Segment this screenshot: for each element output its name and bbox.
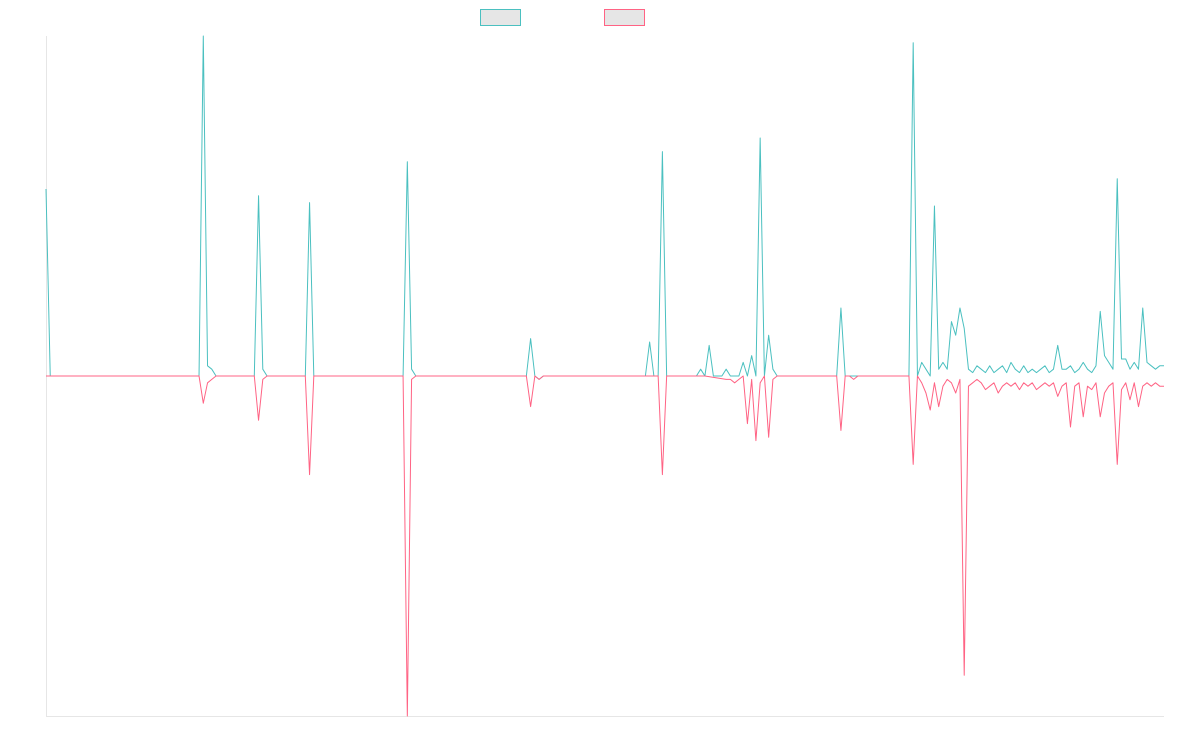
plot-area xyxy=(45,35,1164,717)
series-line-2 xyxy=(46,375,1164,717)
legend-swatch-series-1[interactable] xyxy=(480,9,521,26)
legend-swatch-series-2[interactable] xyxy=(604,9,645,26)
series-line-1 xyxy=(45,35,1164,380)
legend[interactable] xyxy=(480,9,645,26)
